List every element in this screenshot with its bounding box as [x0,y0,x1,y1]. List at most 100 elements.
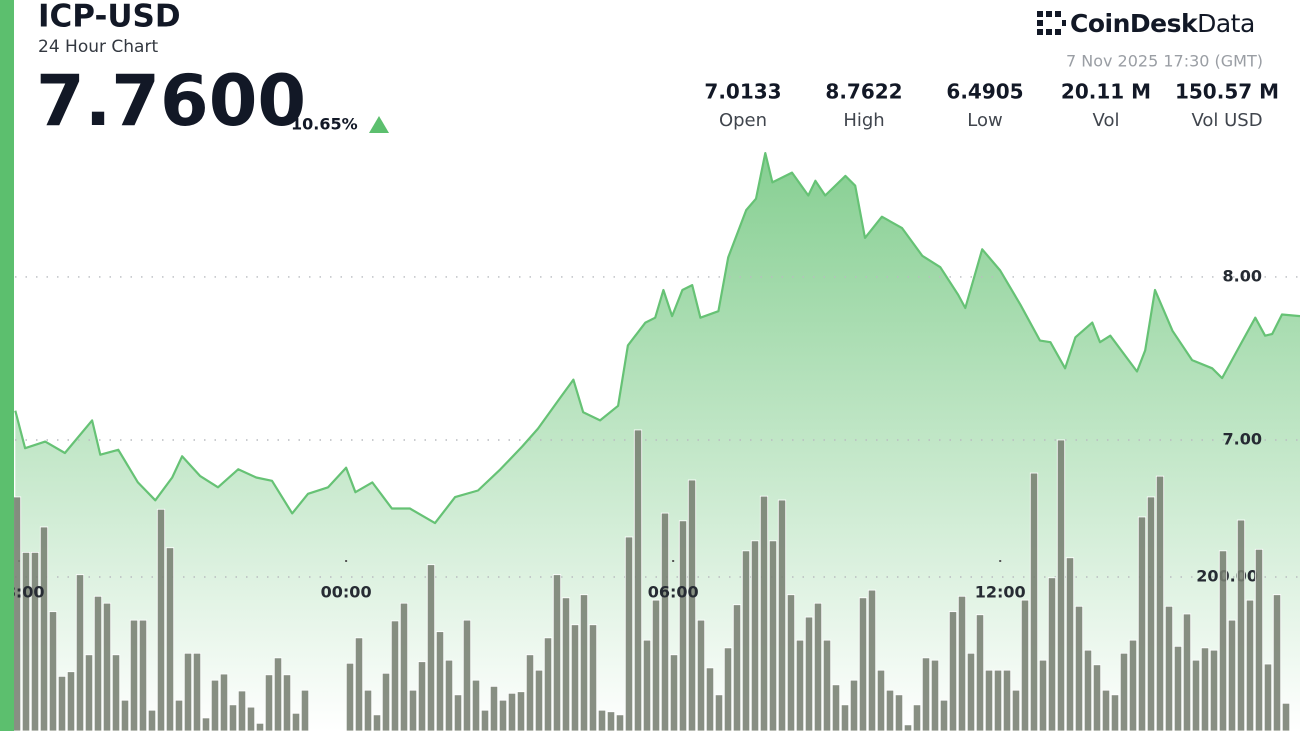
volume-bar [1245,599,1255,731]
volume-bar [948,611,958,731]
volume-bar [453,694,463,731]
volume-bar [1029,472,1039,731]
volume-bar [1092,664,1102,731]
volume-bar [534,669,544,731]
volume-bar [660,512,670,731]
volume-bar [588,624,598,731]
volume-bar [831,684,841,731]
volume-bar [930,659,940,731]
volume-bar [93,595,103,731]
volume-bar [741,550,751,731]
logo: CoinDeskData [1037,9,1255,38]
volume-bar [786,594,796,731]
symbol: ICP-USD [38,0,181,35]
volume-bar [885,689,895,731]
volume-bar [471,679,481,731]
stat-label: Low [967,110,1002,131]
volume-bar [714,694,724,731]
volume-bar [858,597,868,731]
volume-bar [921,657,931,731]
volume-bar [597,709,607,731]
y-tick-label: 8.00 [1223,266,1262,285]
volume-bar [840,704,850,731]
y-tick-label: 200.00 [1196,567,1258,586]
volume-bar [192,652,202,731]
volume-bar [1011,689,1021,731]
volume-bar [219,673,229,731]
volume-bar [363,689,373,731]
volume-bar [966,652,976,731]
volume-bar [111,654,121,731]
volume-bar [462,619,472,731]
y-tick-label: 7.00 [1223,430,1262,449]
volume-bar [1191,659,1201,731]
volume-bar [624,536,634,731]
volume-bar [210,679,220,731]
stat-label: Vol USD [1191,110,1262,131]
stat-label: Vol [1093,110,1120,131]
volume-bar [390,620,400,731]
volume-bar [849,679,859,731]
stat-value: 7.0133 [704,80,781,104]
volume-bar [1263,663,1273,731]
volume-bar [264,674,274,731]
volume-bar [876,669,886,731]
volume-bar [372,714,382,731]
volume-bar [1101,689,1111,731]
volume-bar [39,526,49,731]
price: 7.7600 [36,60,306,142]
volume-bar [750,540,760,731]
stat-value: 6.4905 [946,80,1023,104]
line-layer [14,152,1300,525]
volume-bar [1209,649,1219,731]
volume-bar [894,694,904,731]
volume-bar [66,671,76,731]
stat-value: 20.11 M [1061,80,1151,104]
volume-bar [1137,516,1147,731]
volume-bar [408,689,418,731]
volume-bar [1227,619,1237,731]
volume-bar [345,662,355,731]
volume-bar [498,699,508,731]
volume-bar [183,652,193,731]
volume-bar [1254,548,1264,731]
volume-bar [957,595,967,731]
volume-bar [1155,475,1165,731]
volume-bar [1002,669,1012,731]
volume-bar [912,704,922,731]
volume-bar [435,631,445,731]
volume-bar [903,724,913,731]
volume-bar [822,639,832,731]
volume-bar [84,654,94,731]
volume-bar [570,624,580,731]
volume-bar [1110,694,1120,731]
timestamp: 7 Nov 2025 17:30 (GMT) [1066,52,1263,71]
volume-bar [696,619,706,731]
volume-bar [1218,550,1228,731]
volume-bar [237,690,247,731]
volume-bar [615,714,625,731]
volume-bar [507,692,517,731]
volume-bar [1074,605,1084,731]
volume-bar [444,659,454,731]
up-arrow [369,116,389,133]
area-layer [15,153,1300,731]
volume-bar [687,479,697,731]
accent-bar [0,0,14,731]
volume-bar [1128,639,1138,731]
volume-bar [1236,519,1246,731]
volume-bar [1272,594,1282,731]
volume-bar [1083,649,1093,731]
volume-bar [12,496,22,731]
volume-bar [291,712,301,731]
price-line [14,152,1300,525]
price-area [15,153,1300,731]
volume-bar [759,495,769,731]
volume-bar [1200,647,1210,731]
logo-text: CoinDeskData [1070,9,1255,38]
volume-bar [156,508,166,731]
volume-bar [579,594,589,731]
volume-bar [417,661,427,731]
